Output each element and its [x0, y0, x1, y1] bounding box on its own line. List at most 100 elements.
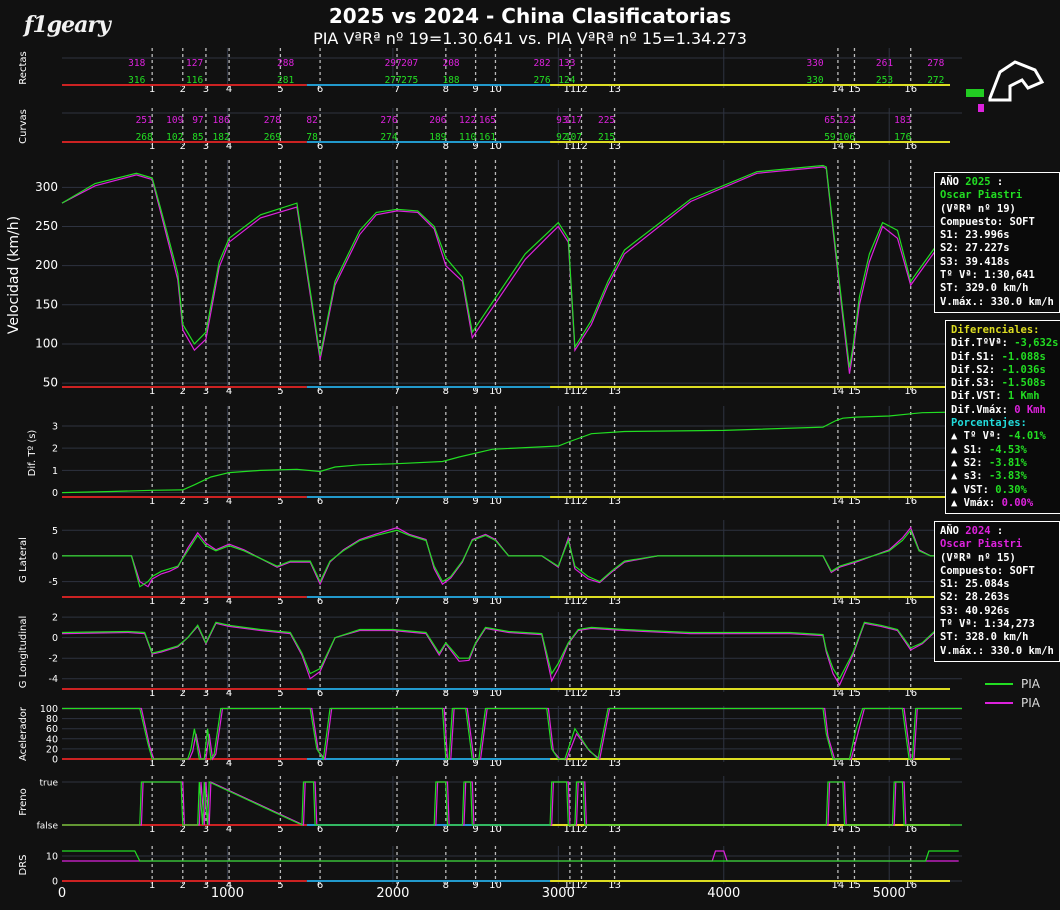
- chart-legend: PIA PIA: [985, 674, 1040, 712]
- corner-label: 11: [564, 386, 577, 397]
- label-2024: 127: [186, 58, 203, 69]
- corner-label: 12: [575, 688, 588, 699]
- corner-label: 11: [564, 880, 577, 891]
- box-2024-s3: S3: 40.926s: [940, 604, 1010, 617]
- label-2025: 215: [598, 132, 615, 143]
- box-2025-s3: S3: 39.418s: [940, 255, 1010, 268]
- corner-label: 8: [443, 824, 449, 835]
- corner-label: 13: [608, 141, 621, 152]
- corner-label: 13: [608, 824, 621, 835]
- corner-label: 14: [832, 688, 845, 699]
- pct-label: ▲ s3:: [951, 470, 989, 483]
- label-2024: 206: [429, 115, 446, 126]
- y-tick-label: 5: [52, 526, 58, 537]
- y-axis-label-rectas: Rectas: [18, 51, 29, 84]
- diff-label: Dif.Vmáx:: [951, 403, 1015, 416]
- corner-label: 5: [277, 758, 283, 769]
- corner-label: 15: [848, 141, 861, 152]
- corner-label: 12: [575, 758, 588, 769]
- pct-label: ▲ S2:: [951, 456, 989, 469]
- corner-label: 3: [203, 84, 209, 95]
- corner-label: 3: [203, 496, 209, 507]
- label-2024: 93: [556, 115, 567, 126]
- corner-label: 14: [832, 84, 845, 95]
- legend-item-2024[interactable]: PIA: [985, 693, 1040, 712]
- corner-label: 11: [564, 824, 577, 835]
- y-tick-label: 250: [35, 219, 58, 233]
- y-axis-label-delta: Dif. Tº (s): [27, 430, 38, 477]
- corner-label: 2: [180, 688, 186, 699]
- box-2025-suffix: :: [990, 176, 1004, 188]
- corner-label: 9: [472, 880, 478, 891]
- corner-label: 4: [226, 880, 232, 891]
- diff-value: -1.508s: [1001, 377, 1046, 390]
- box-2025-s2: S2: 27.227s: [940, 242, 1010, 255]
- corner-label: 9: [472, 758, 478, 769]
- corner-label: 5: [277, 386, 283, 397]
- corner-label: 4: [226, 496, 232, 507]
- corner-label: 7: [394, 758, 400, 769]
- corner-label: 9: [472, 688, 478, 699]
- corner-label: 7: [394, 386, 400, 397]
- corner-label: 1: [149, 386, 155, 397]
- corner-label: 11: [564, 758, 577, 769]
- corner-label: 1: [149, 688, 155, 699]
- diff-value: 0 Kmh: [1014, 403, 1046, 416]
- series-2025-acelerador: [62, 707, 962, 761]
- label-2024: 65: [824, 115, 835, 126]
- x-tick-label: 2000: [376, 886, 409, 901]
- box-2025-driver: Oscar Piastri: [940, 189, 1023, 202]
- corner-label: 10: [489, 688, 502, 699]
- y-axis-label-curvas: Curvas: [18, 109, 29, 144]
- corner-label: 13: [608, 496, 621, 507]
- corner-label: 3: [203, 758, 209, 769]
- label-2025: 106: [838, 132, 855, 143]
- corner-label: 6: [317, 758, 323, 769]
- corner-label: 16: [904, 824, 917, 835]
- corner-label: 6: [317, 596, 323, 607]
- corner-label: 2: [180, 84, 186, 95]
- corner-label: 3: [203, 141, 209, 152]
- corner-label: 15: [848, 496, 861, 507]
- corner-label: 8: [443, 880, 449, 891]
- label-2025: 277: [385, 75, 402, 86]
- corner-label: 14: [832, 596, 845, 607]
- y-tick-label: 100: [40, 704, 58, 715]
- diff-label: Dif.S1:: [951, 350, 1002, 363]
- corner-label: 6: [317, 141, 323, 152]
- x-tick-label: 3000: [542, 886, 575, 901]
- label-2024: 208: [442, 58, 459, 69]
- corner-label: 13: [608, 596, 621, 607]
- label-2025: 269: [264, 132, 281, 143]
- box-2024-suffix: :: [990, 525, 1004, 537]
- corner-label: 12: [575, 880, 588, 891]
- corner-label: 5: [277, 496, 283, 507]
- corner-label: 14: [832, 758, 845, 769]
- pct-label: ▲ S1:: [951, 443, 989, 456]
- label-2024: 133: [558, 58, 575, 69]
- corner-label: 7: [394, 496, 400, 507]
- info-box-2024: AÑO 2024 : Oscar Piastri (VªRª nº 15) Co…: [934, 521, 1060, 662]
- legend-item-2025[interactable]: PIA: [985, 674, 1040, 693]
- label-2024: 278: [927, 58, 944, 69]
- corner-label: 12: [575, 824, 588, 835]
- corner-label: 8: [443, 596, 449, 607]
- box-2024-s2: S2: 28.263s: [940, 591, 1010, 604]
- box-2024-driver: Oscar Piastri: [940, 538, 1023, 551]
- pct-value: -3.83%: [988, 470, 1027, 483]
- y-tick-label: -2: [49, 654, 58, 665]
- y-tick-label: 200: [35, 258, 58, 272]
- label-2025: 272: [927, 75, 944, 86]
- series-2024-glat: [62, 526, 959, 588]
- y-tick-label: 0: [52, 551, 58, 562]
- corner-label: 1: [149, 880, 155, 891]
- corner-label: 8: [443, 758, 449, 769]
- label-2024: 123: [838, 115, 855, 126]
- corner-label: 13: [608, 688, 621, 699]
- pct-row: ▲ S2: -3.81%: [951, 457, 1058, 470]
- corner-label: 13: [608, 386, 621, 397]
- corner-label: 4: [226, 386, 232, 397]
- y-axis-label-freno: Freno: [18, 788, 29, 816]
- corner-label: 2: [180, 824, 186, 835]
- legend-swatch-2024: [985, 701, 1013, 704]
